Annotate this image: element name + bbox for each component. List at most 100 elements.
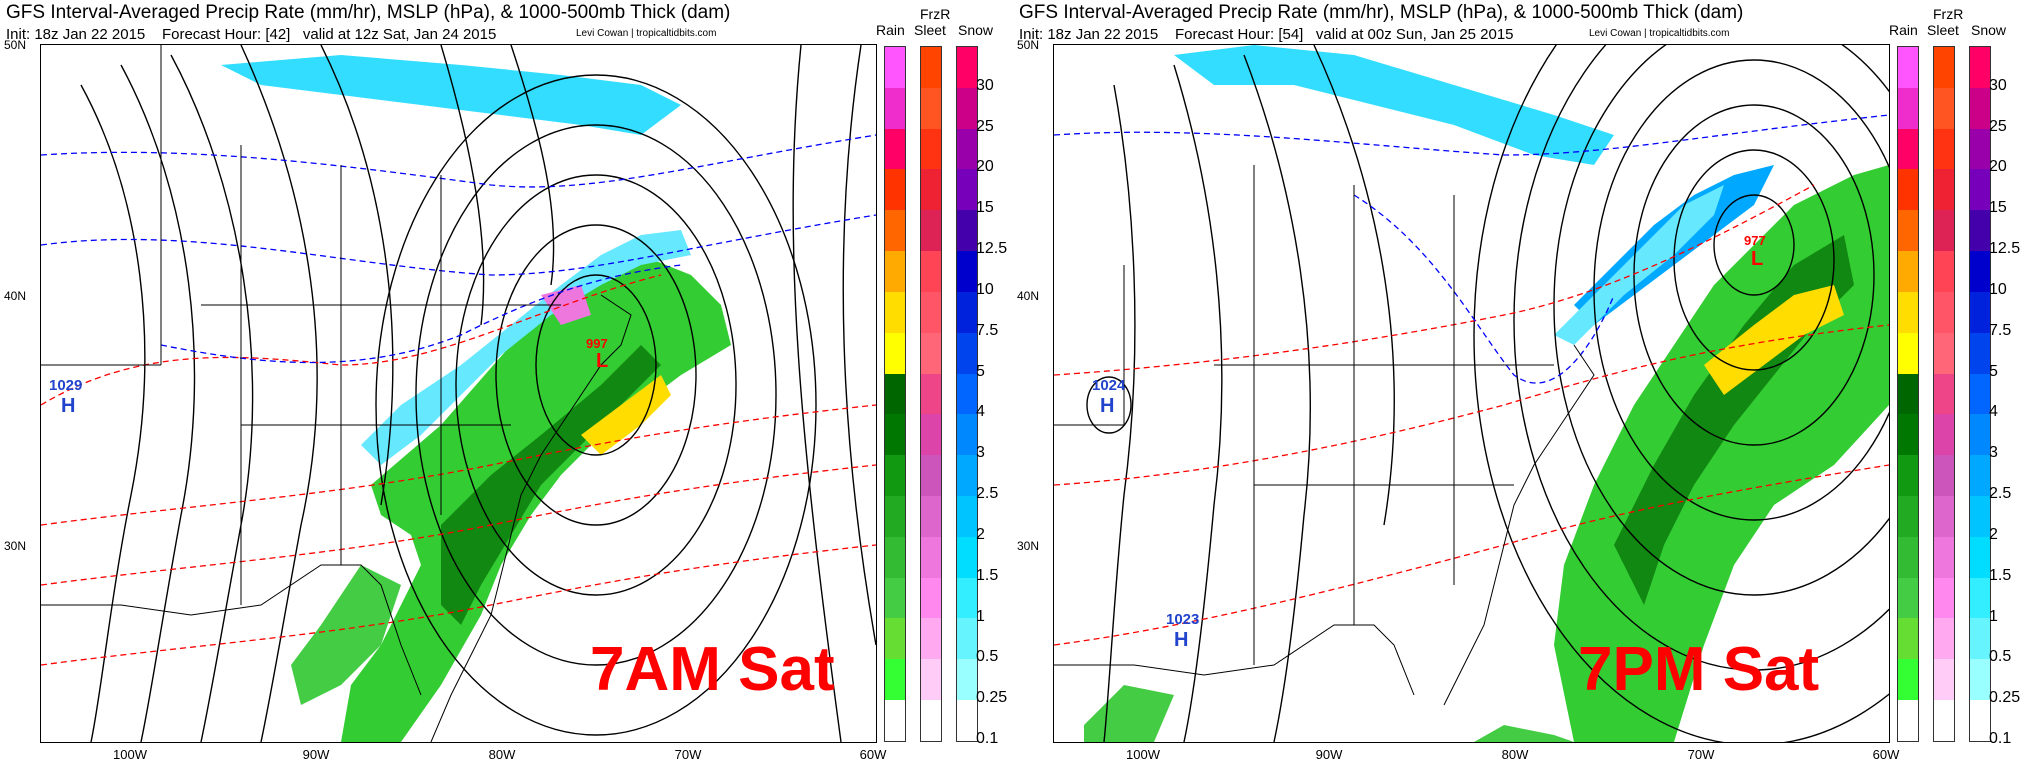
colorbar-segment [1970,495,1990,537]
lon-label: 100W [113,747,147,762]
colorbar-segment [885,332,905,374]
colorbar-segment [921,618,941,660]
legend-tick-label: 5 [976,362,985,380]
colorbar-segment [921,373,941,415]
colorbar-segment [957,495,977,537]
colorbar-segment [921,659,941,700]
colorbar-segment [921,700,941,741]
colorbar-segment [885,659,905,700]
lon-label: 60W [1872,747,1900,762]
sleet-area [581,375,671,455]
colorbar-segment [885,128,905,170]
legend-tick-label: 0.25 [976,689,1008,707]
legend-header: Snow [1971,22,2007,38]
legend-tick-label: 0.25 [1989,689,2021,707]
colorbar-segment [1970,169,1990,211]
forecast-panel-left: GFS Interval-Averaged Precip Rate (mm/hr… [4,2,1008,762]
legend-tick-label: 15 [1989,199,2007,217]
frzr-colorbar [1933,46,1955,742]
valid-time: valid at 00z Sun, Jan 25 2015 [1315,26,1514,43]
colorbar-segment [1898,618,1918,660]
colorbar-segment [1934,47,1954,88]
colorbar-segment [885,700,905,741]
legend-tick-label: 25 [1989,117,2007,135]
legend-tick-label: 0.5 [1989,648,2012,666]
colorbar-segment [921,210,941,252]
colorbar-segment [921,414,941,456]
legend-tick-label: 4 [1989,403,1998,421]
cuba-rain [1474,725,1574,742]
credit: Levi Cowan | tropicaltidbits.com [576,28,717,39]
colorbar-segment [1970,251,1990,292]
legend-tick-label: 4 [976,403,985,421]
colorbar-segment [1970,373,1990,415]
legend-tick-label: 30 [1989,76,2007,94]
colorbar-segment [1934,210,1954,252]
snow-colorbar [956,46,978,742]
colorbar-segment [957,128,977,170]
legend-tick-label: 3 [1989,444,1998,462]
rain-colorbar [1897,46,1919,742]
colorbar-segment [885,455,905,496]
legend-tick-label: 2 [976,525,985,543]
lon-label: 80W [488,747,516,762]
isobars [80,45,876,742]
colorbar-segment [1898,700,1918,741]
coastline [41,45,632,742]
legend-tick-label: 20 [1989,158,2007,176]
colorbar-segment [1970,332,1990,374]
low-pressure-value: 997 [586,336,608,351]
colorbar-segment [957,87,977,129]
colorbar-segment [1934,87,1954,129]
lon-label: 70W [674,747,702,762]
high-pressure-symbol: H [1100,395,1115,417]
colorbar-segment [1970,618,1990,660]
colorbar-segment [921,536,941,578]
rain-colorbar [884,46,906,742]
legend-tick-label: 10 [1989,280,2007,298]
lat-label: 30N [4,539,27,553]
colorbar-segment [1970,536,1990,578]
frzr-colorbar [920,46,942,742]
legend-tick-label: 1 [1989,607,1998,625]
legend-tick-label: 3 [976,444,985,462]
isobars [1086,45,1889,742]
map-svg [41,45,876,742]
legend-tick-label: 10 [976,280,994,298]
rain-heavy [441,345,661,625]
legend-tick-label: 0.1 [976,730,999,747]
snow-colorbar [1969,46,1991,742]
colorbar-segment [1970,700,1990,741]
legend-tick-label: 20 [976,158,994,176]
legend-header: Rain [876,22,905,38]
low-pressure-symbol: L [1751,248,1764,270]
forecast-hour: Forecast Hour: [54] [1174,26,1304,43]
legend-tick-label: 1.5 [1989,566,2012,584]
panel-title: GFS Interval-Averaged Precip Rate (mm/hr… [6,2,731,23]
colorbar-segment [957,618,977,660]
lat-label: 40N [1017,289,1040,303]
colorbar-segment [1934,536,1954,578]
colorbar-segment [1970,414,1990,456]
colorbar-segment [921,495,941,537]
legend-tick-label: 7.5 [1989,321,2012,339]
lon-label: 90W [1315,747,1343,762]
legend-tick-label: 2.5 [1989,485,2012,503]
colorbar-segment [885,251,905,292]
colorbar-segment [921,87,941,129]
high-pressure-value: 1024 [1092,377,1126,394]
weather-map: 1029 H 997 L [40,44,877,743]
colorbar-segment [957,291,977,333]
colorbar-segment [885,577,905,619]
colorbar-segment [957,169,977,211]
colorbar-segment [1970,210,1990,252]
snow-light [1554,185,1724,345]
colorbar-segment [1898,414,1918,456]
colorbar-segment [1898,495,1918,537]
map-svg [1054,45,1889,742]
colorbar-segment [921,128,941,170]
high-pressure-value: 1029 [49,377,83,394]
texas-rain [1084,685,1174,742]
colorbar-segment [957,414,977,456]
colorbar-segment [957,455,977,496]
